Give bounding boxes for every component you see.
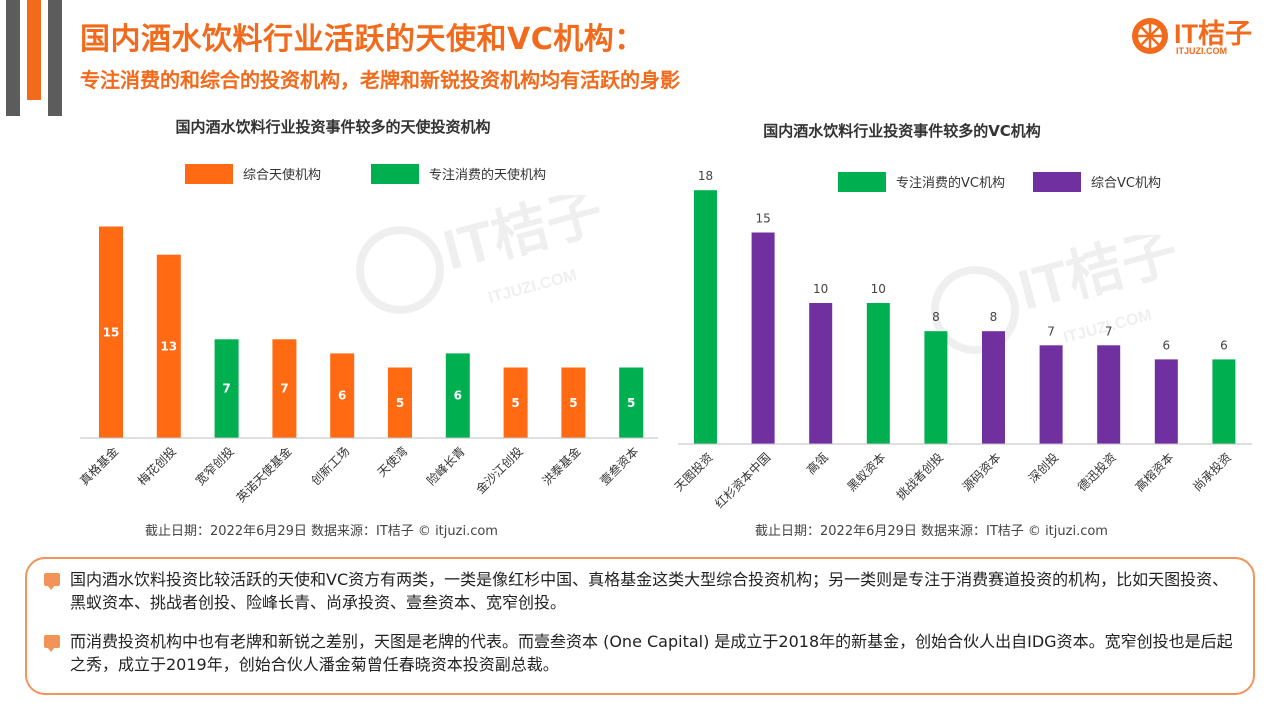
category-label: 深创投 bbox=[1025, 450, 1061, 486]
data-label: 10 bbox=[813, 282, 828, 296]
chart-bar bbox=[866, 303, 890, 444]
chart-bar bbox=[561, 367, 586, 438]
data-label: 5 bbox=[396, 396, 404, 410]
data-label: 5 bbox=[627, 396, 635, 410]
chart-bar bbox=[1154, 359, 1178, 444]
chart-bar bbox=[1097, 345, 1121, 444]
source-note: 截止日期：2022年6月29日 数据来源：IT桔子 © itjuzi.com bbox=[755, 524, 1108, 539]
category-label: 高榕资本 bbox=[1132, 450, 1177, 495]
data-label: 13 bbox=[160, 339, 177, 353]
category-label: 高瓴 bbox=[803, 450, 831, 478]
summary-paragraph-1: 国内酒水饮料投资比较活跃的天使和VC资方有两类，一类是像红杉中国、真格基金这类大… bbox=[44, 568, 1244, 614]
legend-label: 综合VC机构 bbox=[1091, 176, 1161, 191]
source-note: 截止日期：2022年6月29日 数据来源：IT桔子 © itjuzi.com bbox=[145, 524, 498, 539]
speech-bubble-icon bbox=[44, 573, 60, 590]
legend-swatch bbox=[371, 164, 419, 184]
chart-bar bbox=[982, 331, 1005, 444]
summary-text-2: 而消费投资机构中也有老牌和新锐之差别，天图是老牌的代表。而壹叁资本 (One C… bbox=[70, 632, 1233, 674]
category-label: 天使湾 bbox=[374, 444, 410, 480]
watermark-right: IT桔子 ITJUZI.COM bbox=[931, 235, 1184, 354]
legend-label: 专注消费的VC机构 bbox=[896, 175, 1005, 191]
page-subtitle: 专注消费的和综合的投资机构，老牌和新锐投资机构均有活跃的身影 bbox=[80, 68, 680, 92]
data-label: 7 bbox=[222, 382, 230, 396]
data-label: 6 bbox=[1162, 338, 1170, 352]
chart-title: 国内酒水饮料行业投资事件较多的天使投资机构 bbox=[175, 118, 490, 136]
data-label: 7 bbox=[1105, 324, 1113, 338]
category-label: 挑战者创投 bbox=[893, 450, 946, 503]
category-label: 英诺天使基金 bbox=[233, 444, 295, 506]
chart-bar bbox=[924, 331, 948, 444]
chart-title: 国内酒水饮料行业投资事件较多的VC机构 bbox=[763, 122, 1041, 140]
category-label: 壹叁资本 bbox=[597, 444, 642, 489]
data-label: 5 bbox=[511, 396, 519, 410]
data-label: 6 bbox=[1220, 338, 1228, 352]
summary-box bbox=[25, 557, 1255, 695]
category-label: 源码资本 bbox=[960, 450, 1004, 494]
chart-bar bbox=[1212, 359, 1236, 444]
category-label: 金沙江创投 bbox=[473, 444, 526, 497]
data-label: 7 bbox=[1047, 324, 1055, 338]
category-label: 红杉资本中国 bbox=[712, 450, 774, 512]
summary-text-1: 国内酒水饮料投资比较活跃的天使和VC资方有两类，一类是像红杉中国、真格基金这类大… bbox=[70, 570, 1229, 612]
chart-bar bbox=[445, 353, 470, 438]
data-label: 8 bbox=[990, 310, 998, 324]
data-label: 18 bbox=[698, 169, 713, 183]
data-label: 5 bbox=[569, 396, 577, 410]
summary-paragraph-2: 而消费投资机构中也有老牌和新锐之差别，天图是老牌的代表。而壹叁资本 (One C… bbox=[44, 630, 1244, 676]
watermark-left: IT桔子 ITJUZI.COM bbox=[356, 195, 609, 314]
header-decoration-bar-accent bbox=[27, 0, 41, 100]
chart-bar bbox=[272, 339, 297, 438]
chart-bar bbox=[214, 339, 239, 438]
chart-bar bbox=[388, 367, 412, 438]
chart-bar bbox=[1039, 345, 1063, 444]
chart-bar bbox=[330, 353, 355, 438]
chart-bar bbox=[156, 254, 181, 438]
data-label: 7 bbox=[280, 382, 288, 396]
category-label: 尚承投资 bbox=[1189, 450, 1234, 495]
itjuzi-logo: IT桔子 ITJUZI.COM bbox=[1130, 12, 1270, 62]
legend-swatch bbox=[185, 164, 233, 184]
legend-swatch bbox=[1033, 172, 1081, 192]
data-label: 15 bbox=[755, 212, 770, 226]
chart-bar bbox=[751, 232, 775, 444]
orange-slice-icon bbox=[1132, 18, 1168, 54]
category-label: 洪泰基金 bbox=[539, 444, 584, 489]
header-decoration-bar bbox=[48, 0, 62, 116]
chart-bar bbox=[503, 367, 528, 438]
category-label: 险峰长青 bbox=[423, 444, 468, 489]
data-label: 6 bbox=[338, 389, 346, 403]
category-label: 黑蚁资本 bbox=[845, 450, 889, 494]
category-label: 梅花创投 bbox=[134, 444, 179, 489]
legend-label: 综合天使机构 bbox=[243, 167, 321, 183]
chart-bar bbox=[809, 303, 833, 444]
chart-bar bbox=[99, 226, 123, 438]
data-label: 6 bbox=[454, 389, 462, 403]
category-label: 天图投资 bbox=[671, 450, 716, 495]
category-label: 创新工场 bbox=[308, 444, 353, 489]
chart-bar bbox=[619, 367, 644, 438]
data-label: 10 bbox=[871, 282, 886, 296]
data-label: 8 bbox=[932, 310, 940, 324]
speech-bubble-icon bbox=[44, 635, 60, 652]
logo-wordmark: IT桔子 bbox=[1174, 19, 1252, 49]
data-label: 15 bbox=[103, 325, 120, 339]
page-title: 国内酒水饮料行业活跃的天使和VC机构： bbox=[80, 22, 645, 57]
logo-url: ITJUZI.COM bbox=[1176, 46, 1227, 56]
legend-swatch bbox=[838, 172, 886, 192]
header-decoration-bar bbox=[6, 0, 20, 116]
chart-bar bbox=[694, 190, 717, 444]
category-label: 德迅投资 bbox=[1074, 450, 1119, 495]
legend-label: 专注消费的天使机构 bbox=[429, 167, 546, 183]
category-label: 真格基金 bbox=[77, 444, 122, 489]
category-label: 宽窄创投 bbox=[192, 444, 237, 489]
